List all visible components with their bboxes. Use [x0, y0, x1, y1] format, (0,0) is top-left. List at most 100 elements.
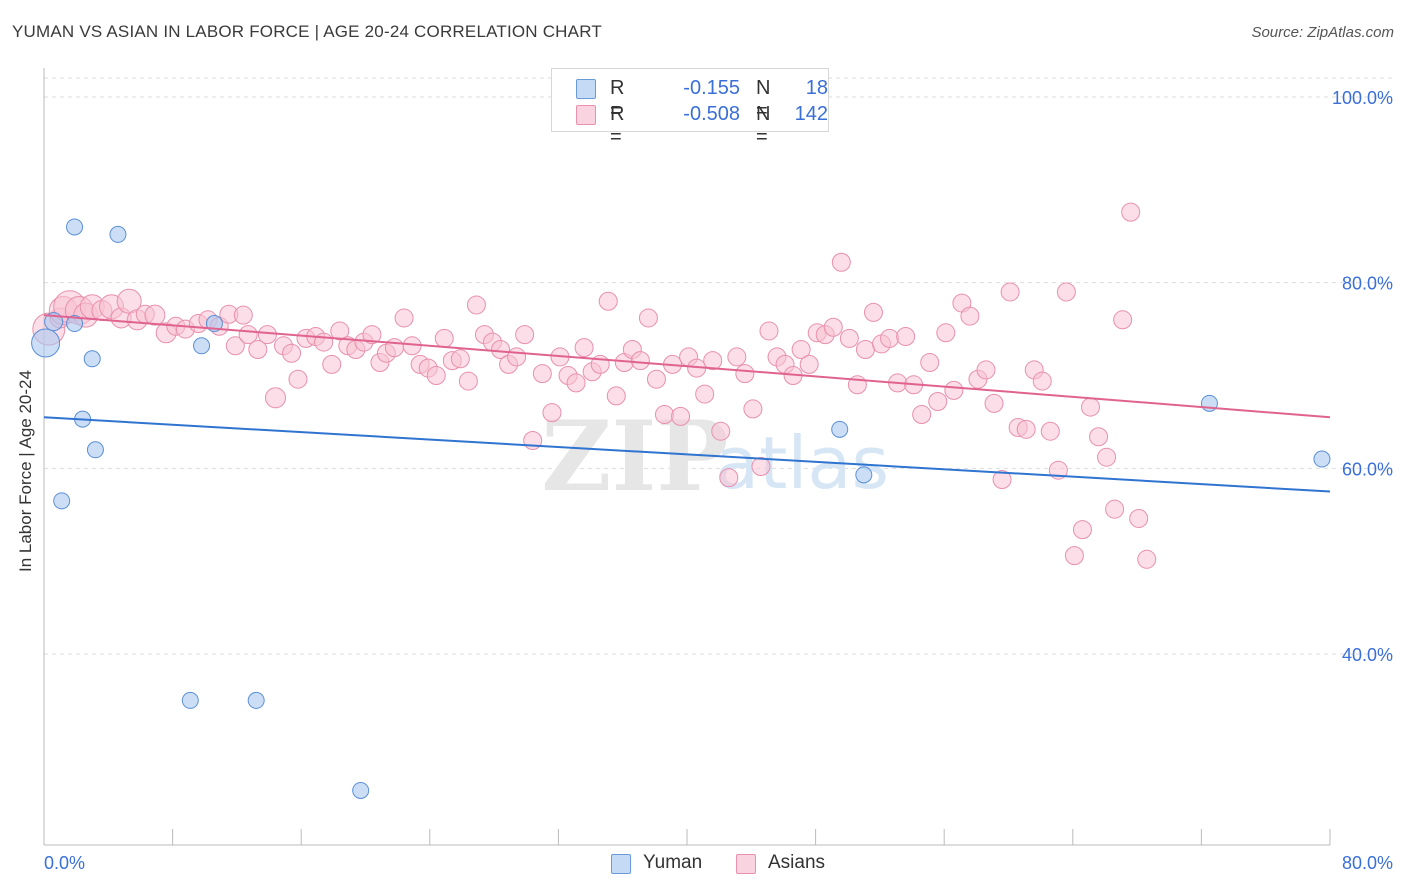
y-tick-label: 80.0%: [1342, 274, 1393, 294]
asians-swatch: [736, 854, 756, 874]
asian-point: [384, 338, 404, 358]
asian-point: [426, 366, 446, 385]
asian-point: [322, 354, 342, 374]
source-label: Source: ZipAtlas.com: [1251, 24, 1394, 41]
yuman-point: [352, 781, 370, 799]
asian-point: [1129, 508, 1149, 528]
asian-point: [936, 323, 956, 343]
yuman-point: [109, 225, 127, 243]
x-tick-labels: 0.0% 80.0%: [44, 853, 1393, 873]
asian-point: [703, 351, 723, 371]
x-tick-label-max: 80.0%: [1342, 853, 1393, 873]
asian-point: [839, 328, 859, 348]
asian-point: [1064, 546, 1084, 566]
asian-point: [630, 351, 650, 371]
asian-points: [32, 202, 1157, 569]
yuman-point: [831, 420, 849, 438]
asian-point: [711, 421, 731, 441]
yuman-point: [1313, 450, 1331, 468]
r-label: R =: [610, 103, 625, 148]
r-value: -0.508: [683, 103, 740, 125]
asian-point: [654, 404, 674, 424]
asian-point: [507, 347, 527, 367]
asian-point: [394, 308, 414, 328]
asians-legend-label: Asians: [768, 852, 826, 873]
yuman-point: [53, 492, 71, 510]
yuman-point: [855, 466, 873, 484]
asian-point: [928, 391, 948, 411]
asian-point: [944, 380, 964, 400]
asian-point: [638, 308, 658, 328]
asian-point: [314, 332, 334, 352]
yuman-point: [66, 218, 84, 236]
asian-point: [863, 302, 883, 322]
asian-point: [566, 373, 586, 393]
asian-point: [1089, 427, 1109, 447]
n-label: N =: [756, 103, 771, 148]
asian-point: [896, 327, 916, 347]
yuman-point: [83, 350, 101, 368]
asian-point: [1040, 421, 1060, 441]
yuman-point: [247, 691, 265, 709]
asian-point: [574, 338, 594, 358]
asian-point: [330, 321, 350, 341]
asian-point: [992, 469, 1012, 489]
asian-point: [225, 336, 245, 356]
asian-point: [282, 343, 302, 363]
yuman-legend-label: Yuman: [643, 852, 703, 873]
asian-point: [257, 325, 277, 345]
asian-point: [1080, 397, 1100, 417]
watermark-zip: ZIP: [541, 400, 728, 513]
asian-point: [984, 393, 1004, 413]
asian-point: [671, 406, 691, 426]
asian-point: [976, 360, 996, 380]
asian-point: [646, 369, 666, 389]
r-label: R =: [610, 77, 625, 122]
asian-point: [791, 340, 811, 360]
yuman-trend-line: [43, 416, 1331, 493]
asian-point: [743, 399, 763, 419]
asian-point: [1105, 499, 1125, 519]
asian-point: [532, 364, 552, 384]
yuman-point: [193, 337, 211, 355]
asian-point: [542, 403, 562, 423]
n-label: N =: [756, 77, 771, 122]
asian-point: [831, 252, 851, 272]
asian-point: [362, 325, 382, 345]
n-value: 142: [794, 103, 828, 125]
asian-point: [799, 354, 819, 374]
asian-point: [248, 340, 268, 360]
asian-point: [751, 456, 771, 476]
correlation-legend: R = -0.155 N = 18 R = -0.508 N = 142: [551, 68, 829, 148]
chart-title: YUMAN VS ASIAN IN LABOR FORCE | AGE 20-2…: [12, 22, 602, 41]
asian-point: [1137, 549, 1157, 569]
yuman-swatch: [576, 79, 596, 99]
asian-point: [1097, 447, 1117, 467]
yuman-swatch: [611, 854, 631, 874]
y-axis-label: In Labor Force | Age 20-24: [16, 370, 35, 572]
asian-point: [880, 328, 900, 348]
asian-point: [1056, 282, 1076, 302]
yuman-point: [86, 441, 104, 459]
asian-point: [458, 371, 478, 391]
asian-point: [598, 291, 618, 311]
y-tick-label: 40.0%: [1342, 645, 1393, 665]
asian-point: [695, 384, 715, 404]
yuman-point: [31, 328, 61, 358]
axes: [43, 68, 1331, 846]
asian-point: [1032, 371, 1052, 391]
asian-point: [233, 305, 253, 325]
asian-point: [960, 306, 980, 326]
r-value: -0.155: [683, 77, 740, 99]
asian-point: [144, 304, 166, 326]
asian-point: [920, 353, 940, 373]
asian-point: [727, 347, 747, 367]
asians-swatch: [576, 105, 596, 125]
asian-point: [450, 349, 470, 369]
asian-point: [912, 404, 932, 424]
asian-point: [1113, 310, 1133, 330]
asian-point: [434, 328, 454, 348]
asian-point: [1121, 202, 1141, 222]
y-tick-label: 100.0%: [1332, 88, 1393, 108]
